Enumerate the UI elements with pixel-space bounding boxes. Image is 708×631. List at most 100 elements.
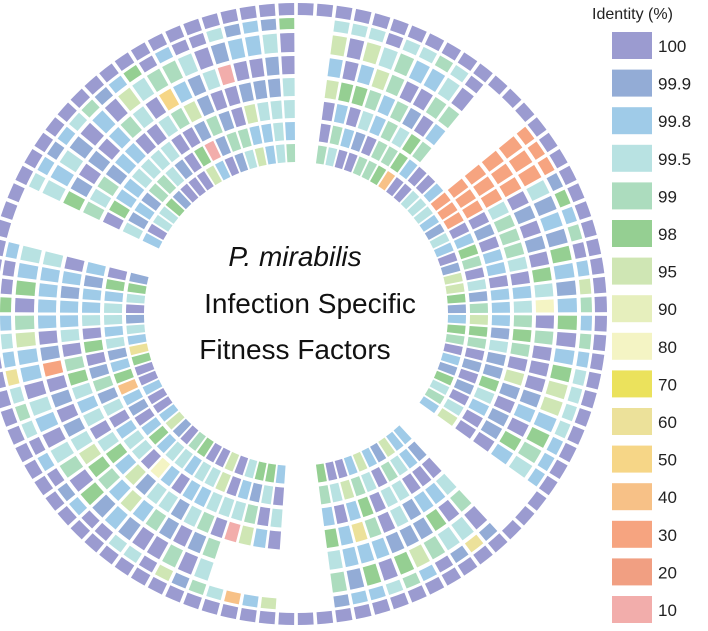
cell-r4-s52 <box>253 528 268 548</box>
cell-r6-s44 <box>350 476 366 497</box>
cell-r7-s78 <box>129 272 149 285</box>
cell-r2-s30 <box>540 396 563 416</box>
cell-r0-s64 <box>45 491 65 511</box>
cell-r2-s28 <box>550 364 572 383</box>
cell-r1-s65 <box>47 468 65 487</box>
cell-r3-s26 <box>534 330 554 345</box>
cell-r0-s90 <box>114 52 135 72</box>
cell-r0-s11 <box>487 75 508 95</box>
cell-r0-s54 <box>201 598 220 615</box>
cell-r3-s89 <box>132 106 154 129</box>
cell-r0-s93 <box>165 25 185 43</box>
cell-r0-s9 <box>457 52 478 72</box>
cell-r2-s98 <box>262 33 278 54</box>
cell-r6-s14 <box>430 192 451 211</box>
cell-r0-s60 <box>99 545 119 565</box>
cell-r1-s20 <box>567 224 583 242</box>
cell-r7-s46 <box>325 461 338 481</box>
cell-r1-s32 <box>546 436 564 456</box>
cell-r1-s43 <box>402 572 421 589</box>
cell-r1-s31 <box>554 420 571 439</box>
cell-r2-s66 <box>50 441 74 464</box>
cell-r1-s76 <box>0 278 14 295</box>
cell-r1-s64 <box>57 482 76 502</box>
cell-r4-s41 <box>402 498 422 521</box>
cell-r7-s88 <box>180 183 199 203</box>
cell-r1-s14 <box>516 126 535 146</box>
cell-r7-s9 <box>378 171 396 191</box>
cell-r6-s4 <box>340 128 355 149</box>
cell-r0-s5 <box>390 18 409 36</box>
cell-r0-s52 <box>239 608 257 623</box>
cell-r4-s95 <box>224 85 241 107</box>
cell-r6-s9 <box>390 152 408 173</box>
cell-r7-s82 <box>142 233 163 249</box>
cell-r0-s81 <box>7 183 25 203</box>
cell-r6-s18 <box>453 233 475 249</box>
cell-r3-s24 <box>535 299 554 313</box>
cell-r1-s39 <box>464 534 484 553</box>
cell-r3-s72 <box>40 345 60 361</box>
cell-r0-s21 <box>586 238 602 257</box>
cell-r0-s34 <box>538 475 558 496</box>
cell-r6-s55 <box>226 476 242 497</box>
cell-r3-s30 <box>519 389 541 408</box>
cell-r6-s52 <box>261 485 274 505</box>
cell-r4-s27 <box>510 342 530 357</box>
cell-r6-s42 <box>371 466 388 488</box>
cell-r1-s98 <box>260 18 277 32</box>
cell-r0-s86 <box>57 102 77 123</box>
cell-r0-s66 <box>24 459 43 480</box>
cell-r1-s90 <box>123 65 142 83</box>
cell-r2-s24 <box>557 298 577 313</box>
legend-swatch-80 <box>612 332 652 360</box>
cell-r7-s15 <box>419 214 439 232</box>
legend-swatch-10 <box>612 596 652 623</box>
cell-r7-s53 <box>254 461 267 481</box>
cell-r0-s7 <box>424 33 445 52</box>
cell-r7-s98 <box>275 144 286 164</box>
cell-r7-s40 <box>378 437 396 457</box>
cell-r7-s4 <box>334 149 348 170</box>
cell-r6-s25 <box>469 315 488 325</box>
cell-r4-s28 <box>507 356 528 372</box>
cell-r2-s67 <box>42 426 66 448</box>
title-line-1: P. mirabilis <box>228 241 361 272</box>
cell-r7-s18 <box>433 242 454 258</box>
cell-r2-s69 <box>29 396 52 416</box>
cell-r4-s90 <box>158 115 179 137</box>
title-line-3: Fitness Factors <box>199 334 390 365</box>
cell-r7-s13 <box>407 198 427 217</box>
cell-r7-s16 <box>424 223 445 240</box>
cell-r6-s5 <box>350 131 366 152</box>
cell-r5-s30 <box>478 375 500 392</box>
cell-r3-s88 <box>120 116 142 139</box>
cell-r4-s31 <box>493 395 515 414</box>
cell-r3-s73 <box>38 330 58 345</box>
cell-r0-s50 <box>278 612 295 625</box>
cell-r2-s94 <box>194 47 214 70</box>
cell-r6-s69 <box>113 368 134 384</box>
cell-r2-s75 <box>15 298 35 313</box>
cell-r0-s71 <box>0 371 6 389</box>
cell-r4-s40 <box>413 491 434 513</box>
cell-r0-s25 <box>594 315 607 332</box>
legend-label-90: 90 <box>658 300 677 319</box>
cell-r3-s6 <box>385 74 405 97</box>
cell-r4-s66 <box>89 420 112 440</box>
cell-r6-s11 <box>407 166 427 187</box>
cell-r5-s75 <box>82 301 101 313</box>
cell-r5-s87 <box>140 158 161 179</box>
cell-r0-s13 <box>515 102 535 123</box>
cell-r1-s27 <box>576 351 590 368</box>
cell-r0-s46 <box>353 604 372 620</box>
cell-r4-s84 <box>97 176 119 197</box>
cell-r2-s82 <box>42 180 66 202</box>
cell-r2-s34 <box>508 455 533 478</box>
cell-r2-s14 <box>498 136 523 159</box>
cell-r7-s99 <box>286 144 296 163</box>
center-title: P. mirabilis Infection Specific Fitness … <box>199 241 416 365</box>
cell-r0-s29 <box>580 390 597 409</box>
cell-r5-s52 <box>257 506 271 527</box>
cell-r4-s98 <box>267 78 282 98</box>
